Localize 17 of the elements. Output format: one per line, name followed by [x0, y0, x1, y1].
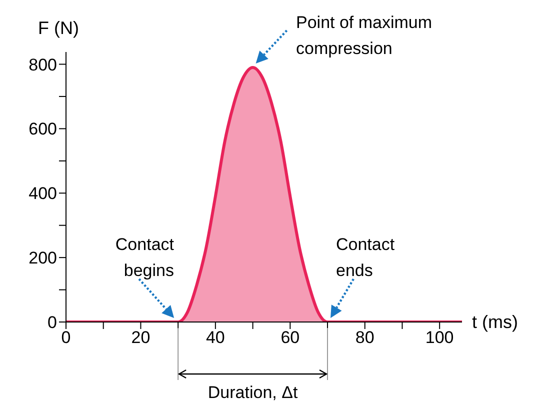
- x-tick-label: 80: [355, 328, 374, 348]
- x-axis-title: t (ms): [472, 312, 518, 332]
- annotation: Contact begins: [114, 234, 174, 282]
- x-tick-label: 20: [131, 328, 150, 348]
- x-tick-label: 40: [206, 328, 225, 348]
- y-axis-title: F (N): [38, 18, 79, 38]
- y-tick-label: 0: [48, 313, 57, 332]
- annotation: Contact ends: [336, 234, 396, 282]
- x-tick-label: 0: [61, 328, 71, 348]
- annotation: Point of maximum compression: [296, 12, 434, 60]
- y-tick-label: 600: [28, 120, 57, 139]
- y-tick-label: 200: [28, 248, 57, 268]
- y-tick-label: 800: [28, 55, 57, 74]
- x-tick-label: 100: [425, 328, 454, 348]
- text: Duration, Δt: [208, 383, 298, 402]
- y-tick-label: 400: [28, 184, 57, 204]
- x-tick-label: 60: [280, 328, 300, 348]
